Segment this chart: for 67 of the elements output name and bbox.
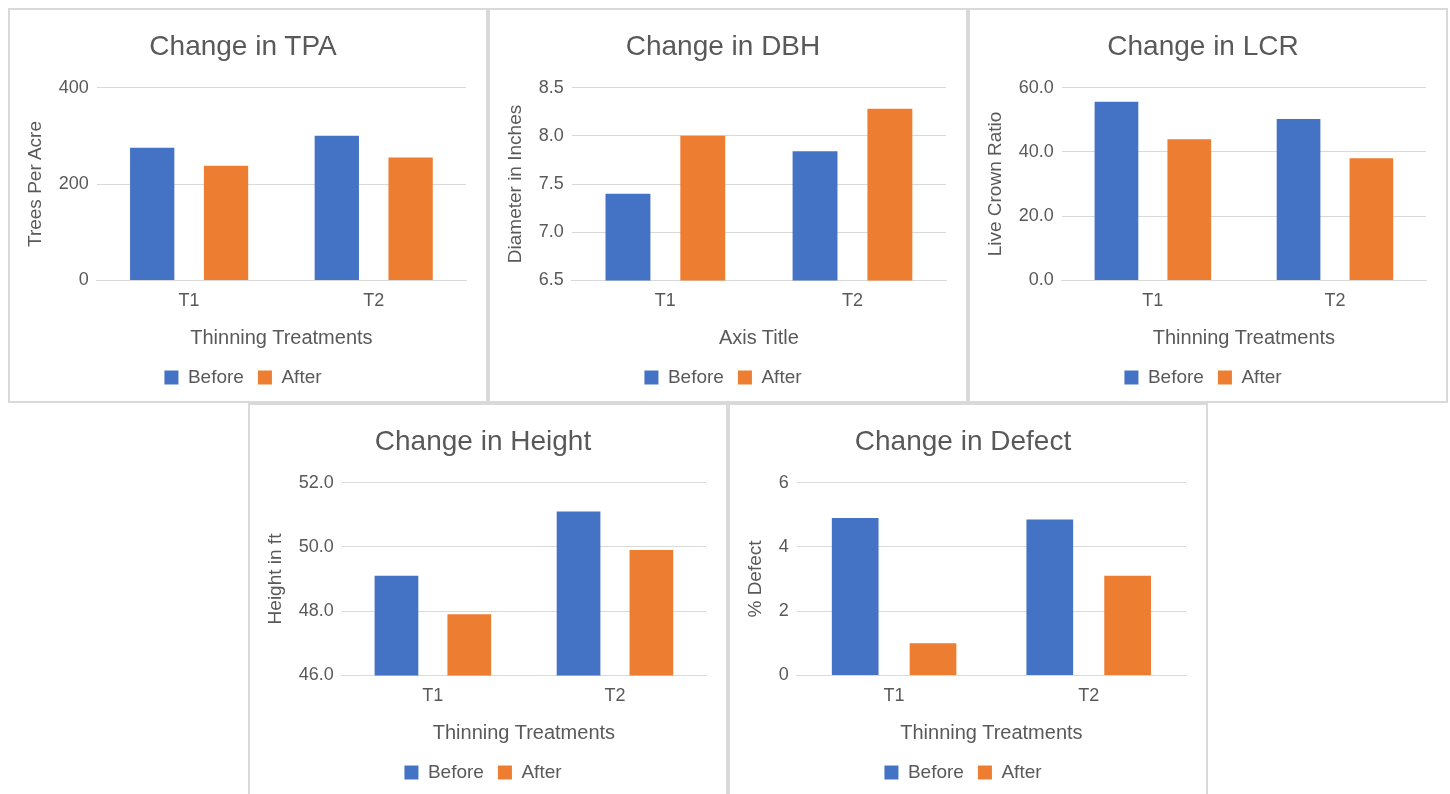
chart-title: Change in LCR — [1107, 29, 1299, 61]
legend-label: After — [521, 760, 563, 782]
y-tick-label: 8.0 — [538, 124, 564, 145]
x-axis-title: Thinning Treatments — [432, 720, 616, 743]
bar — [388, 157, 433, 280]
y-tick-label: 50.0 — [298, 535, 334, 556]
bar — [203, 165, 249, 280]
bar — [130, 147, 175, 280]
legend-label: Before — [1147, 365, 1204, 387]
x-axis-title: Axis Title — [718, 325, 799, 348]
y-tick-label: 52.0 — [298, 471, 334, 492]
legend-label: Before — [187, 365, 244, 387]
y-axis-title: Trees Per Acre — [23, 120, 45, 248]
x-axis-title: Thinning Treatments — [1152, 325, 1336, 348]
legend-label: After — [761, 365, 803, 387]
chart-title: Change in Defect — [854, 424, 1072, 456]
legend-label: Before — [427, 760, 484, 782]
y-tick-label: 6.5 — [538, 269, 564, 290]
y-tick-label: 4 — [778, 535, 789, 556]
y-tick-label: 60.0 — [1018, 76, 1054, 97]
legend-label: After — [1241, 365, 1283, 387]
x-axis-title: Thinning Treatments — [190, 325, 373, 348]
chart-title: Change in TPA — [149, 29, 337, 61]
y-tick-label: 20.0 — [1018, 205, 1054, 226]
y-tick-label: 0 — [78, 269, 89, 290]
y-axis-title: Height in ft — [263, 532, 285, 625]
y-tick-label: 48.0 — [298, 600, 334, 621]
x-tick-label: T1 — [422, 685, 444, 706]
x-tick-label: T2 — [363, 290, 385, 311]
x-tick-label: T1 — [883, 685, 905, 706]
y-axis-title: % Defect — [743, 539, 765, 618]
legend-label: Before — [667, 365, 724, 387]
y-tick-label: 46.0 — [298, 664, 334, 685]
y-tick-label: 400 — [58, 76, 89, 97]
y-tick-label: 40.0 — [1018, 140, 1054, 161]
x-axis-title: Thinning Treatments — [900, 720, 1083, 743]
legend-label: After — [1001, 760, 1043, 782]
x-tick-label: T2 — [1078, 685, 1100, 706]
legend-label: After — [281, 365, 323, 387]
bar — [314, 135, 359, 280]
y-tick-label: 200 — [58, 172, 89, 193]
y-tick-label: 0 — [778, 664, 789, 685]
y-tick-label: 6 — [778, 471, 789, 492]
legend-label: Before — [907, 760, 964, 782]
bar — [1167, 139, 1212, 280]
bar — [1104, 575, 1151, 675]
bar — [1276, 119, 1321, 280]
x-tick-label: T1 — [178, 290, 200, 311]
x-tick-label: T2 — [1324, 290, 1346, 311]
x-tick-label: T2 — [604, 685, 626, 706]
y-tick-label: 0.0 — [1028, 269, 1054, 290]
x-tick-label: T1 — [654, 290, 676, 311]
bar — [1026, 519, 1074, 675]
y-tick-label: 8.5 — [538, 76, 564, 97]
y-tick-label: 2 — [778, 600, 789, 621]
y-axis-title: Diameter in Inches — [503, 104, 525, 264]
bar — [831, 517, 879, 675]
chart-title: Change in Height — [374, 424, 592, 456]
bar — [909, 643, 957, 675]
x-tick-label: T1 — [1142, 290, 1164, 311]
bar — [1094, 101, 1139, 280]
x-tick-label: T2 — [841, 290, 863, 311]
y-tick-label: 7.5 — [538, 172, 564, 193]
y-axis-title: Live Crown Ratio — [983, 111, 1005, 257]
y-tick-label: 7.0 — [538, 221, 564, 242]
chart-title: Change in DBH — [625, 29, 821, 61]
bar — [1349, 158, 1394, 280]
